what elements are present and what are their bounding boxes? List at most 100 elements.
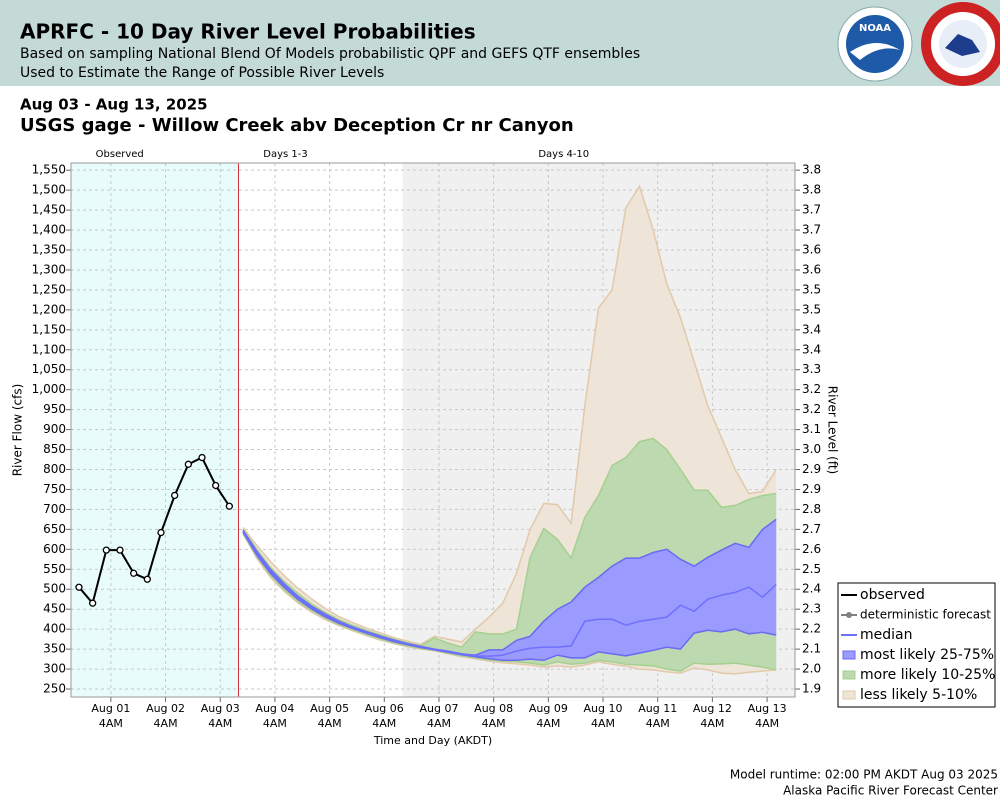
x-tick-label: Aug 02 [146,702,185,715]
y2-tick-label: 3.4 [802,322,821,336]
y2-tick-label: 2.8 [802,502,821,516]
y-tick-label: 1,300 [32,262,66,276]
y-tick-label: 1,500 [32,183,66,197]
data-point [88,599,97,607]
nws-cloud [945,34,980,56]
data-point [212,481,220,490]
legend-label: less likely 5-10% [860,687,977,703]
y2-tick-label: 2.7 [802,522,821,536]
y-tick-label: 900 [43,422,66,436]
y-tick-label: 1,000 [32,382,66,396]
x-tick-label: Aug 10 [584,702,623,715]
y2-tick-label: 3.4 [802,342,821,356]
data-point [157,528,165,537]
footer-text: Model runtime: 02:00 PM AKDT Aug 03 2025 [730,768,998,782]
y2-tick-label: 3.7 [802,203,821,217]
y2-tick-label: 2.9 [802,462,821,476]
x-tick-label: 4AM [482,717,506,730]
y-tick-label: 1,550 [32,163,66,177]
page-title: APRFC - 10 Day River Level Probabilities [20,20,476,44]
band-edge [242,518,777,656]
data-point [184,460,192,468]
x-tick-label: Aug 05 [310,702,349,715]
y-tick-label: 300 [43,662,66,676]
y-tick-label: 800 [43,462,66,476]
y2-tick-label: 3.1 [802,422,821,436]
noaa-logo-text: NOAA [859,23,891,34]
y2-tick-label: 2.6 [802,542,821,556]
legend-swatch [842,690,856,700]
y-tick-label: 1,050 [32,362,66,376]
data-point [198,453,206,462]
y2-tick-label: 3.2 [802,402,821,416]
band-edge [242,531,777,662]
y-tick-label: 350 [43,642,66,656]
data-point [171,491,179,500]
legend-label: observed [860,587,925,603]
y2-tick-label: 3.6 [802,262,821,276]
band-area [243,519,777,661]
header-band [0,0,1000,86]
y2-tick-label: 3.6 [802,243,821,257]
subtitle: Based on sampling National Blend Of Mode… [20,46,640,62]
x-tick-label: Aug 12 [693,702,732,715]
x-tick-label: Aug 09 [529,702,568,715]
y2-tick-label: 2.0 [802,662,821,676]
y2-tick-label: 3.7 [802,223,821,237]
footer-text: Alaska Pacific River Forecast Center [783,784,998,798]
x-tick-label: 4AM [99,717,123,730]
y2-tick-label: 3.3 [802,362,821,376]
y-tick-label: 1,150 [32,322,66,336]
legend-swatch [842,650,856,660]
x-tick-label: Aug 06 [365,702,404,715]
x-tick-label: 4AM [208,717,232,730]
x-tick-label: Aug 01 [91,702,130,715]
y-tick-label: 1,250 [32,282,66,296]
y2-tick-label: 3.8 [802,163,821,177]
y2-tick-label: 2.4 [802,582,821,596]
y2-tick-label: 3.8 [802,183,821,197]
data-point [130,569,138,577]
x-tick-label: 4AM [427,717,451,730]
y-tick-label: 850 [43,442,66,456]
x-tick-label: Aug 03 [201,702,240,715]
legend-label: median [860,627,912,643]
x-axis-title: Time and Day (AKDT) [373,734,492,747]
y-tick-label: 950 [43,402,66,416]
legend-box [837,582,996,708]
y-tick-label: 400 [43,622,66,636]
legend-label: more likely 10-25% [860,667,995,683]
band-edge [242,532,777,672]
subtitle: Used to Estimate the Range of Possible R… [20,65,384,81]
y-tick-label: 700 [43,502,66,516]
x-tick-label: 4AM [700,717,724,730]
band-edge [242,437,777,648]
legend-label: deterministic forecast [860,608,991,622]
x-tick-label: Aug 11 [638,702,677,715]
y2-tick-label: 2.9 [802,482,821,496]
y-tick-label: 1,200 [32,302,66,316]
y-tick-label: 1,450 [32,203,66,217]
y2-tick-label: 2.1 [802,642,821,656]
x-tick-label: 4AM [263,717,287,730]
data-point [102,546,110,554]
y2-tick-label: 3.2 [802,382,821,396]
y2-tick-label: 2.5 [802,562,821,576]
data-point [225,502,234,510]
y-tick-label: 450 [43,602,66,616]
y2-tick-label: 1.9 [802,682,821,696]
series-line [78,456,231,606]
y2-tick-label: 2.3 [802,602,821,616]
x-tick-label: 4AM [646,717,670,730]
section-label: Days 4-10 [538,149,589,160]
data-point [116,546,124,554]
y-axis-title: River Flow (cfs) [11,384,25,477]
y-tick-label: 500 [43,582,66,596]
y-tick-label: 600 [43,542,66,556]
y-tick-label: 650 [43,522,66,536]
chart-title: USGS gage - Willow Creek abv Deception C… [20,115,574,136]
x-tick-label: 4AM [591,717,615,730]
x-tick-label: 4AM [318,717,342,730]
series-line [242,531,777,658]
